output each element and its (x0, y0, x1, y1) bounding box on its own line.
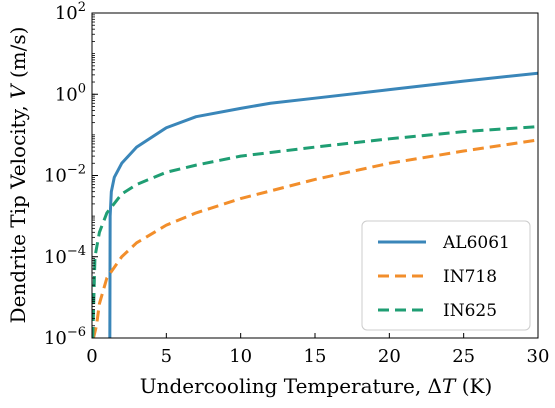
legend-items: AL6061 IN718 IN625 (378, 233, 510, 321)
y-tick-label: 102 (55, 0, 86, 24)
series-line-in718 (92, 138, 538, 338)
y-ticks: 10−6 10−4 10−2 100 102 (44, 0, 98, 349)
x-tick-label: 10 (229, 346, 252, 367)
y-tick-label: 10−2 (44, 163, 86, 187)
legend-label: IN625 (443, 301, 497, 321)
legend-label: IN718 (443, 267, 497, 287)
y-tick-label: 10−6 (44, 325, 86, 349)
y-tick-label: 100 (55, 81, 86, 105)
legend: AL6061 IN718 IN625 (361, 220, 531, 331)
x-tick-label: 30 (527, 346, 550, 367)
x-tick-label: 25 (452, 346, 475, 367)
legend-box (361, 220, 531, 331)
x-ticks: 0 5 10 15 20 25 30 (86, 333, 549, 367)
x-tick-label: 15 (304, 346, 327, 367)
x-tick-label: 0 (86, 346, 97, 367)
x-tick-label: 20 (378, 346, 401, 367)
x-tick-label: 5 (161, 346, 172, 367)
y-tick-label: 10−4 (44, 244, 86, 268)
y-axis-label: Dendrite Tip Velocity, V (m/s) (6, 27, 30, 324)
series-layer (92, 71, 538, 338)
legend-label: AL6061 (442, 233, 510, 253)
series-line-al6061 (108, 71, 538, 338)
x-axis-label: Undercooling Temperature, ΔT (K) (140, 374, 493, 398)
series-line-in625 (92, 125, 538, 338)
